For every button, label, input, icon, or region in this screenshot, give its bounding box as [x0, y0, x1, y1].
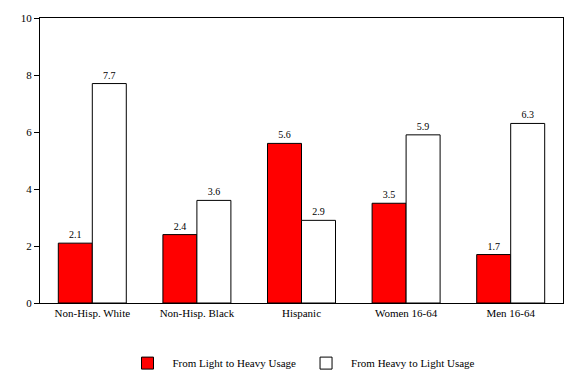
svg-text:7.7: 7.7 — [103, 70, 116, 81]
svg-text:10: 10 — [21, 12, 33, 24]
svg-text:3.5: 3.5 — [383, 189, 396, 200]
svg-text:8: 8 — [26, 69, 32, 81]
svg-text:2: 2 — [26, 240, 32, 252]
svg-text:4: 4 — [26, 183, 32, 195]
svg-text:0: 0 — [26, 297, 32, 309]
svg-text:Non-Hisp. Black: Non-Hisp. Black — [160, 307, 235, 319]
svg-text:6: 6 — [26, 126, 32, 138]
svg-text:1.7: 1.7 — [487, 241, 500, 252]
svg-text:2.4: 2.4 — [174, 221, 187, 232]
svg-text:5.6: 5.6 — [278, 129, 291, 140]
svg-text:3.6: 3.6 — [208, 186, 221, 197]
svg-text:6.3: 6.3 — [521, 109, 534, 120]
svg-text:2.1: 2.1 — [69, 229, 82, 240]
svg-text:From Light to Heavy Usage: From Light to Heavy Usage — [173, 357, 297, 369]
svg-text:Non-Hisp. White: Non-Hisp. White — [55, 307, 131, 319]
svg-text:2.9: 2.9 — [312, 206, 325, 217]
svg-text:From Heavy to Light Usage: From Heavy to Light Usage — [351, 357, 475, 369]
svg-text:Women 16-64: Women 16-64 — [375, 307, 438, 319]
svg-text:Men 16-64: Men 16-64 — [486, 307, 535, 319]
svg-text:5.9: 5.9 — [417, 121, 430, 132]
svg-text:Hispanic: Hispanic — [282, 307, 321, 319]
